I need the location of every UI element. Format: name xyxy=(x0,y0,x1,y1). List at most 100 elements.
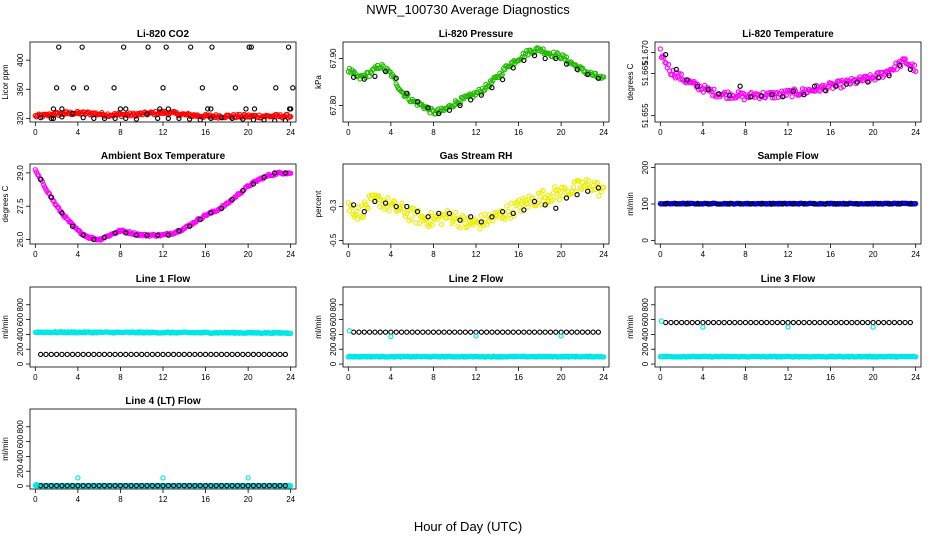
data-point xyxy=(386,208,392,214)
data-point xyxy=(478,219,484,225)
data-point xyxy=(186,116,193,122)
series-line2_cyan_marks xyxy=(346,328,564,340)
data-point xyxy=(875,319,882,326)
data-point xyxy=(684,319,690,326)
data-point xyxy=(250,351,257,358)
data-point xyxy=(229,196,235,203)
data-point xyxy=(913,354,919,360)
data-point xyxy=(902,319,908,326)
data-point xyxy=(69,110,76,116)
data-point xyxy=(261,351,267,358)
data-point xyxy=(540,46,546,52)
x-tick-label: 8 xyxy=(431,128,436,137)
data-point xyxy=(790,201,796,207)
data-point xyxy=(416,220,423,227)
panel-title: Li-820 Pressure xyxy=(439,29,514,40)
x-tick-label: 20 xyxy=(244,495,253,504)
data-point xyxy=(732,319,738,326)
data-point xyxy=(361,329,367,335)
data-point xyxy=(457,100,463,106)
data-point xyxy=(443,215,449,221)
data-point xyxy=(705,201,711,207)
panel-temperature: Li-820 Temperature degrees C 0 4 8 12 16 20 24 51… xyxy=(626,29,922,137)
panel-line3: Line 3 Flow ml/min 0 4 8 12 16 20 24 0 20040060080… xyxy=(626,274,922,382)
y-tick-label: 800 xyxy=(641,298,650,312)
y-tick-label: 67.80 xyxy=(329,95,338,116)
data-point xyxy=(501,216,508,222)
data-point xyxy=(414,209,421,215)
data-point xyxy=(128,483,134,489)
data-point xyxy=(261,483,267,489)
series-sample_averages xyxy=(662,201,914,207)
y-tick-label: 29.0 xyxy=(16,165,25,181)
data-point xyxy=(59,483,65,489)
data-point xyxy=(144,351,150,358)
y-axis-label: degrees C xyxy=(1,185,10,222)
data-point xyxy=(240,351,246,358)
data-point xyxy=(277,483,283,489)
data-point xyxy=(33,481,40,488)
data-point xyxy=(596,193,602,199)
data-point xyxy=(176,483,182,489)
data-point xyxy=(457,225,463,231)
data-point xyxy=(726,201,733,207)
data-point xyxy=(47,193,54,200)
plot-area xyxy=(657,318,919,360)
y-tick-label: 400 xyxy=(329,327,338,341)
data-point xyxy=(176,351,182,358)
x-tick-label: 8 xyxy=(118,373,123,382)
y-tick-label: 100 xyxy=(641,197,650,211)
x-tick-label: 8 xyxy=(431,373,436,382)
data-point xyxy=(404,203,410,210)
data-point xyxy=(218,351,225,358)
data-point xyxy=(91,351,97,358)
plot-area xyxy=(32,44,296,122)
data-point xyxy=(165,232,171,238)
data-point xyxy=(197,483,203,489)
x-tick-label: 0 xyxy=(33,495,38,504)
data-point xyxy=(101,351,108,358)
x-tick-label: 8 xyxy=(743,128,748,137)
x-tick-label: 20 xyxy=(869,128,878,137)
data-point xyxy=(251,106,258,112)
x-tick-label: 8 xyxy=(118,128,123,137)
data-point xyxy=(716,319,722,326)
x-tick-label: 20 xyxy=(557,250,566,259)
data-point xyxy=(176,115,182,122)
x-tick-label: 16 xyxy=(514,373,523,382)
data-point xyxy=(273,85,279,91)
data-point xyxy=(499,71,505,78)
y-tick-label: 0 xyxy=(641,238,650,243)
data-point xyxy=(801,319,807,326)
y-tick-label: 51.655 xyxy=(641,103,650,128)
data-point xyxy=(425,105,431,111)
data-point xyxy=(375,193,382,199)
data-point xyxy=(769,319,775,326)
y-axis-label: ml/min xyxy=(1,315,10,339)
data-point xyxy=(601,354,607,360)
data-point xyxy=(358,203,364,209)
data-point xyxy=(436,210,442,217)
x-tick-label: 24 xyxy=(599,250,608,259)
panel-rh: Gas Stream RH percent 0 4 8 12 16 20 24 -0.5 -0.3 xyxy=(314,151,610,259)
panel-line2: Line 2 Flow ml/min 0 4 8 12 16 20 24 0 20040060080… xyxy=(314,274,610,382)
data-point xyxy=(510,329,516,335)
data-point xyxy=(737,319,743,326)
data-point xyxy=(563,329,570,335)
x-tick-label: 16 xyxy=(201,373,210,382)
x-tick-label: 12 xyxy=(784,250,793,259)
data-point xyxy=(870,324,876,330)
data-point xyxy=(53,483,60,489)
data-point xyxy=(101,115,108,122)
data-point xyxy=(780,94,786,100)
data-point xyxy=(377,329,383,335)
y-tick-label: 0 xyxy=(329,361,338,366)
data-point xyxy=(123,230,129,236)
data-point xyxy=(288,330,294,337)
y-axis-label: Licor ppm xyxy=(1,64,10,99)
x-tick-label: 4 xyxy=(389,128,394,137)
y-tick-label: 360 xyxy=(16,82,25,96)
data-point xyxy=(75,475,81,481)
y-tick-label: 600 xyxy=(641,312,650,326)
series-line4_cyan_marks xyxy=(33,475,251,488)
